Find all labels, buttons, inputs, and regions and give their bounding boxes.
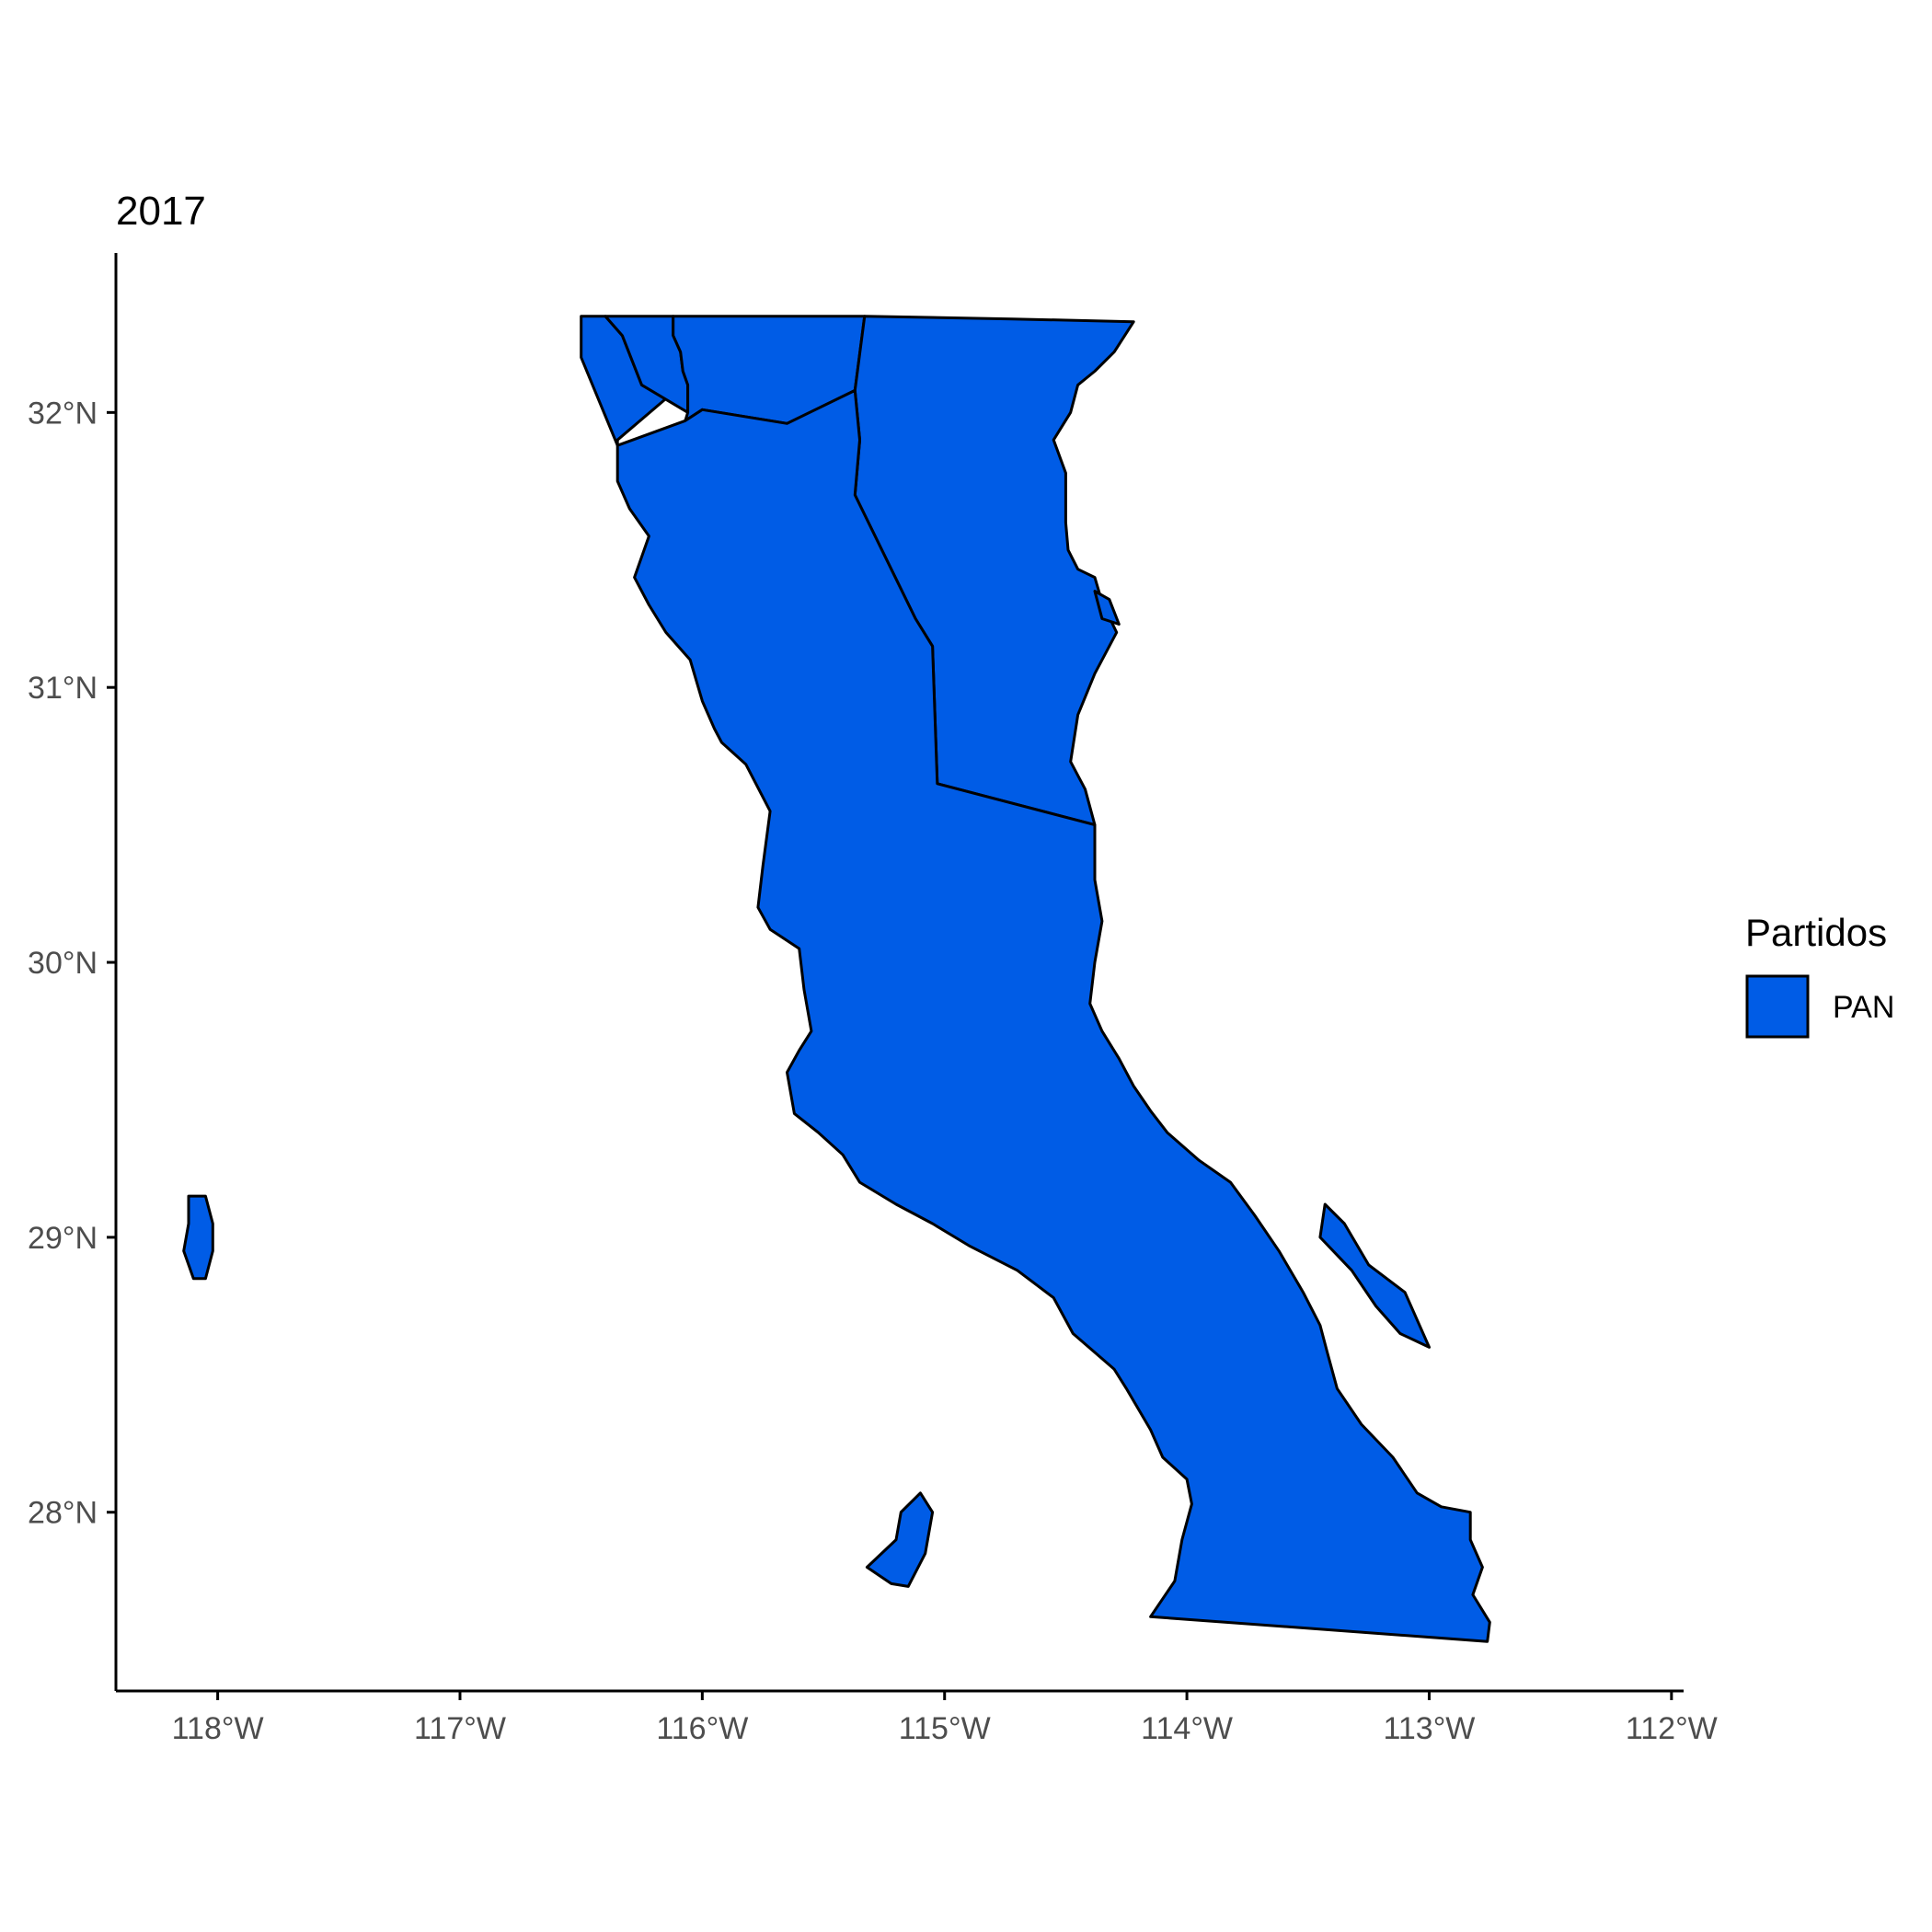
y-tick-label: 28°N — [28, 1496, 98, 1531]
x-tick-label: 116°W — [656, 1711, 748, 1746]
x-tick-label: 118°W — [172, 1711, 264, 1746]
legend-title: Partidos — [1745, 911, 1887, 954]
y-ticks: 28°N 29°N 30°N 31°N 32°N — [28, 396, 116, 1531]
x-tick-label: 117°W — [414, 1711, 506, 1746]
chart-title: 2017 — [116, 189, 206, 234]
region-9 — [1093, 590, 1121, 626]
region-7 — [865, 1491, 935, 1588]
region-5 — [615, 388, 1491, 1643]
legend-swatch-pan — [1745, 974, 1810, 1039]
y-tick-label: 30°N — [28, 946, 98, 981]
region-8 — [1318, 1202, 1431, 1349]
y-tick-label: 31°N — [28, 671, 98, 706]
region-6 — [182, 1194, 214, 1281]
y-tick-label: 29°N — [28, 1221, 98, 1256]
y-tick-label: 32°N — [28, 396, 98, 431]
x-tick-label: 115°W — [899, 1711, 991, 1746]
legend-label-pan: PAN — [1833, 990, 1894, 1025]
x-tick-label: 112°W — [1626, 1711, 1718, 1746]
axes — [114, 253, 1684, 1693]
map-regions — [182, 315, 1491, 1643]
x-tick-label: 114°W — [1141, 1711, 1233, 1746]
legend: Partidos PAN — [1745, 911, 1894, 1039]
x-ticks: 118°W 117°W 116°W 115°W 114°W 113°W 112°W — [172, 1691, 1718, 1746]
x-tick-label: 113°W — [1384, 1711, 1476, 1746]
